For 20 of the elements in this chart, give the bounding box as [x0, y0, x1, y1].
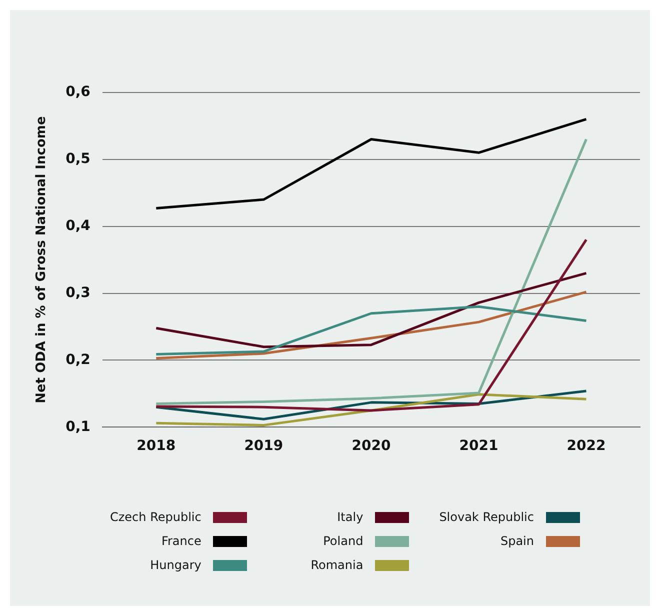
legend-label: France	[161, 534, 202, 548]
y-tick-label: 0,4	[66, 218, 91, 234]
y-tick-label: 0,6	[66, 84, 90, 100]
x-tick-label: 2020	[352, 438, 391, 454]
x-tick-label: 2021	[459, 438, 498, 454]
y-axis-title: Net ODA in % of Gross National Income	[34, 116, 50, 404]
y-tick-label: 0,1	[66, 418, 90, 435]
x-tick-label: 2018	[136, 438, 176, 454]
legend-label: Romania	[310, 558, 364, 572]
y-tick-label: 0,5	[66, 151, 90, 167]
legend-label: Hungary	[150, 558, 202, 572]
legend-label: Poland	[323, 534, 364, 548]
legend-label: Spain	[500, 534, 534, 548]
x-tick-label: 2022	[566, 438, 606, 454]
legend-label: Slovak Republic	[439, 510, 534, 524]
legend-label: Italy	[337, 510, 364, 524]
y-tick-label: 0,3	[66, 284, 90, 301]
y-tick-label: 0,2	[66, 352, 90, 368]
legend-label: Czech Republic	[110, 510, 202, 524]
x-tick-label: 2019	[244, 438, 284, 454]
